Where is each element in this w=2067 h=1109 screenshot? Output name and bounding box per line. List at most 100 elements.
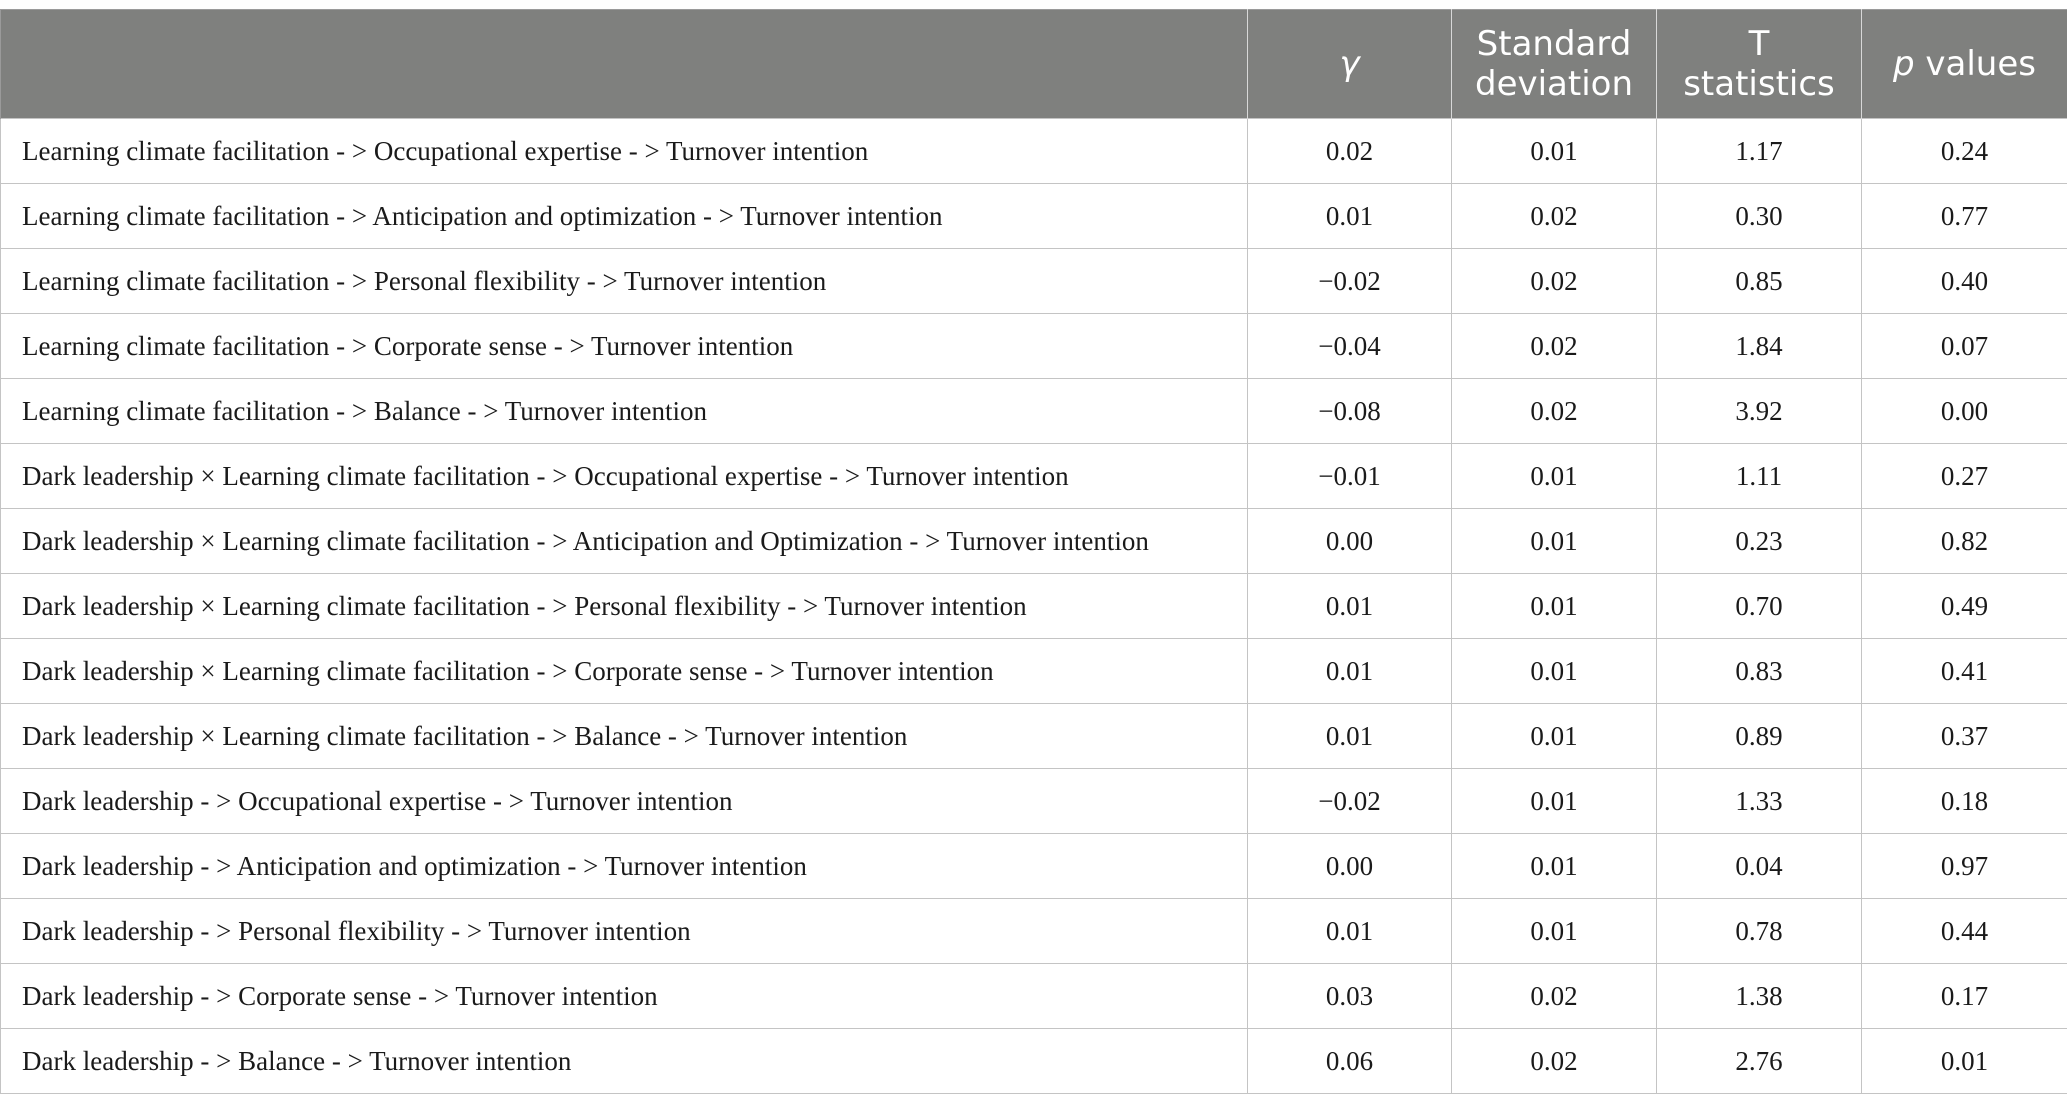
header-sd-line2: deviation [1474,64,1634,104]
cell-p-value: 0.97 [1861,833,2067,899]
cell-path: Dark leadership × Learning climate facil… [0,638,1248,704]
table-body: Learning climate facilitation - > Occupa… [0,118,2067,1094]
table-row: Learning climate facilitation - > Balanc… [0,378,2067,444]
cell-t-statistic: 0.30 [1656,183,1862,249]
cell-standard-deviation: 0.02 [1451,378,1657,444]
cell-path: Dark leadership × Learning climate facil… [0,508,1248,574]
cell-path: Dark leadership - > Corporate sense - > … [0,963,1248,1029]
cell-standard-deviation: 0.02 [1451,1028,1657,1094]
cell-standard-deviation: 0.02 [1451,963,1657,1029]
cell-t-statistic: 2.76 [1656,1028,1862,1094]
cell-t-statistic: 1.17 [1656,118,1862,184]
cell-t-statistic: 0.04 [1656,833,1862,899]
cell-p-value: 0.18 [1861,768,2067,834]
cell-t-statistic: 0.70 [1656,573,1862,639]
table-row: Learning climate facilitation - > Person… [0,248,2067,314]
table-row: Dark leadership - > Balance - > Turnover… [0,1028,2067,1094]
table-row: Learning climate facilitation - > Occupa… [0,118,2067,184]
cell-gamma: 0.01 [1247,573,1452,639]
cell-path: Dark leadership - > Anticipation and opt… [0,833,1248,899]
cell-standard-deviation: 0.02 [1451,313,1657,379]
cell-standard-deviation: 0.01 [1451,443,1657,509]
cell-t-statistic: 0.85 [1656,248,1862,314]
header-gamma-label: γ [1339,44,1360,84]
cell-t-statistic: 0.89 [1656,703,1862,769]
cell-t-statistic: 1.84 [1656,313,1862,379]
cell-p-value: 0.00 [1861,378,2067,444]
cell-gamma: −0.08 [1247,378,1452,444]
cell-gamma: −0.01 [1247,443,1452,509]
header-path [0,9,1248,119]
cell-path: Dark leadership × Learning climate facil… [0,703,1248,769]
cell-path: Dark leadership - > Occupational experti… [0,768,1248,834]
cell-path: Learning climate facilitation - > Person… [0,248,1248,314]
cell-t-statistic: 1.11 [1656,443,1862,509]
cell-standard-deviation: 0.01 [1451,768,1657,834]
cell-t-statistic: 1.33 [1656,768,1862,834]
header-standard-deviation: Standard deviation [1451,9,1657,119]
table-row: Dark leadership - > Personal flexibility… [0,898,2067,964]
cell-p-value: 0.27 [1861,443,2067,509]
header-p-italic: p [1893,44,1915,84]
cell-standard-deviation: 0.01 [1451,573,1657,639]
header-p-rest: values [1914,44,2036,84]
cell-standard-deviation: 0.01 [1451,118,1657,184]
cell-t-statistic: 1.38 [1656,963,1862,1029]
cell-standard-deviation: 0.01 [1451,833,1657,899]
header-p-values: p values [1861,9,2067,119]
table-row: Learning climate facilitation - > Antici… [0,183,2067,249]
cell-p-value: 0.40 [1861,248,2067,314]
cell-t-statistic: 3.92 [1656,378,1862,444]
cell-p-value: 0.41 [1861,638,2067,704]
cell-gamma: −0.04 [1247,313,1452,379]
cell-p-value: 0.37 [1861,703,2067,769]
header-sd-line1: Standard [1476,24,1632,64]
cell-gamma: 0.01 [1247,898,1452,964]
cell-p-value: 0.01 [1861,1028,2067,1094]
table-row: Dark leadership × Learning climate facil… [0,508,2067,574]
cell-path: Learning climate facilitation - > Occupa… [0,118,1248,184]
cell-gamma: 0.00 [1247,833,1452,899]
cell-standard-deviation: 0.02 [1451,248,1657,314]
table-row: Learning climate facilitation - > Corpor… [0,313,2067,379]
table-row: Dark leadership - > Corporate sense - > … [0,963,2067,1029]
cell-standard-deviation: 0.01 [1451,508,1657,574]
table-row: Dark leadership × Learning climate facil… [0,573,2067,639]
header-gamma: γ [1247,9,1452,119]
cell-path: Dark leadership × Learning climate facil… [0,443,1248,509]
cell-p-value: 0.77 [1861,183,2067,249]
header-t-line2: statistics [1683,64,1835,104]
table-row: Dark leadership - > Occupational experti… [0,768,2067,834]
cell-gamma: −0.02 [1247,248,1452,314]
cell-gamma: 0.03 [1247,963,1452,1029]
cell-p-value: 0.24 [1861,118,2067,184]
cell-gamma: 0.01 [1247,703,1452,769]
cell-path: Learning climate facilitation - > Balanc… [0,378,1248,444]
table-row: Dark leadership × Learning climate facil… [0,703,2067,769]
cell-gamma: 0.01 [1247,183,1452,249]
cell-gamma: 0.00 [1247,508,1452,574]
cell-path: Learning climate facilitation - > Antici… [0,183,1248,249]
cell-t-statistic: 0.23 [1656,508,1862,574]
cell-p-value: 0.49 [1861,573,2067,639]
table-row: Dark leadership × Learning climate facil… [0,638,2067,704]
cell-standard-deviation: 0.02 [1451,183,1657,249]
cell-gamma: 0.01 [1247,638,1452,704]
cell-path: Dark leadership - > Balance - > Turnover… [0,1028,1248,1094]
cell-path: Dark leadership × Learning climate facil… [0,573,1248,639]
cell-p-value: 0.82 [1861,508,2067,574]
cell-t-statistic: 0.83 [1656,638,1862,704]
cell-path: Learning climate facilitation - > Corpor… [0,313,1248,379]
cell-gamma: 0.02 [1247,118,1452,184]
header-t-line1: T [1748,24,1770,64]
cell-gamma: −0.02 [1247,768,1452,834]
table-row: Dark leadership - > Anticipation and opt… [0,833,2067,899]
cell-p-value: 0.07 [1861,313,2067,379]
cell-path: Dark leadership - > Personal flexibility… [0,898,1248,964]
table-row: Dark leadership × Learning climate facil… [0,443,2067,509]
cell-t-statistic: 0.78 [1656,898,1862,964]
cell-standard-deviation: 0.01 [1451,638,1657,704]
